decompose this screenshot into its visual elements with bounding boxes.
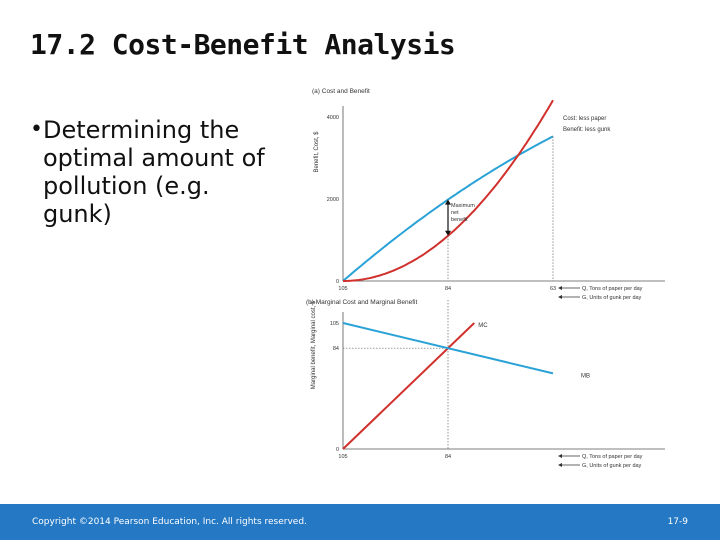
slide-title: 17.2 Cost-Benefit Analysis	[30, 28, 456, 61]
bullet-item: • Determining the optimal amount of poll…	[30, 116, 270, 228]
panel-a-y-tick-label: 2000	[327, 197, 339, 203]
bullet-text: Determining the optimal amount of pollut…	[42, 116, 265, 228]
panel-a-x-tick-label: 105	[338, 286, 347, 292]
slide-number: 17-9	[667, 517, 688, 527]
mc-label: MC	[478, 323, 488, 329]
panel-a-ylabel: Benefit, Cost, $	[314, 131, 320, 173]
footer-bar: Copyright ©2014 Pearson Education, Inc. …	[0, 504, 720, 540]
panel-a-x-tick-label: 84	[445, 286, 451, 292]
mc-line	[342, 322, 475, 450]
net-benefit-arrow-head-up	[445, 199, 451, 205]
panel-a-x-axis-row-arrow-head	[558, 286, 562, 290]
panel-a-x-axis-row-arrow-head	[558, 295, 562, 299]
panel-b-y-tick-label: 84	[333, 346, 339, 352]
copyright-text: Copyright ©2014 Pearson Education, Inc. …	[32, 517, 307, 527]
panel-b-x-tick-label: 105	[338, 454, 347, 460]
panel-b-x-axis-row-arrow-head	[558, 463, 562, 467]
panel-b-ylabel: Marginal benefit, Marginal cost, $	[311, 300, 317, 389]
panel-a-x-axis-row-label: Q, Tons of paper per day	[582, 286, 643, 292]
panel-b-title: (b) Marginal Cost and Marginal Benefit	[306, 299, 417, 306]
panel-a-x-axis-row-label: G, Units of gunk per day	[582, 295, 642, 301]
net-benefit-arrow-head-down	[445, 230, 451, 236]
panel-b-y-tick-label: 0	[336, 447, 339, 453]
panel-a-y-tick-label: 0	[336, 279, 339, 285]
panel-b-x-axis-row-label: Q, Tons of paper per day	[582, 454, 643, 460]
panel-b-x-tick-label: 84	[445, 454, 451, 460]
cost-benefit-figure: (a) Cost and Benefit Benefit, Cost, $ 0 200…	[306, 88, 665, 469]
mb-label: MB	[581, 373, 590, 379]
mb-line	[342, 322, 554, 375]
panel-a-title: (a) Cost and Benefit	[312, 88, 370, 95]
panel-b-x-axis-row-label: G, Units of gunk per day	[582, 463, 642, 469]
panel-b-x-axis-row-arrow-head	[558, 454, 562, 458]
panel-a-x-tick-label: 63	[550, 286, 556, 292]
panel-b-y-tick-label: 105	[330, 321, 339, 327]
legend-benefit-label: Benefit: less gunk	[563, 127, 611, 133]
bullet-dot-icon: •	[30, 117, 43, 142]
legend-cost-label: Cost: less paper	[563, 116, 606, 122]
panel-a-y-tick-label: 4000	[327, 115, 339, 121]
net-benefit-annotation: Maximum net benefit	[451, 203, 475, 223]
